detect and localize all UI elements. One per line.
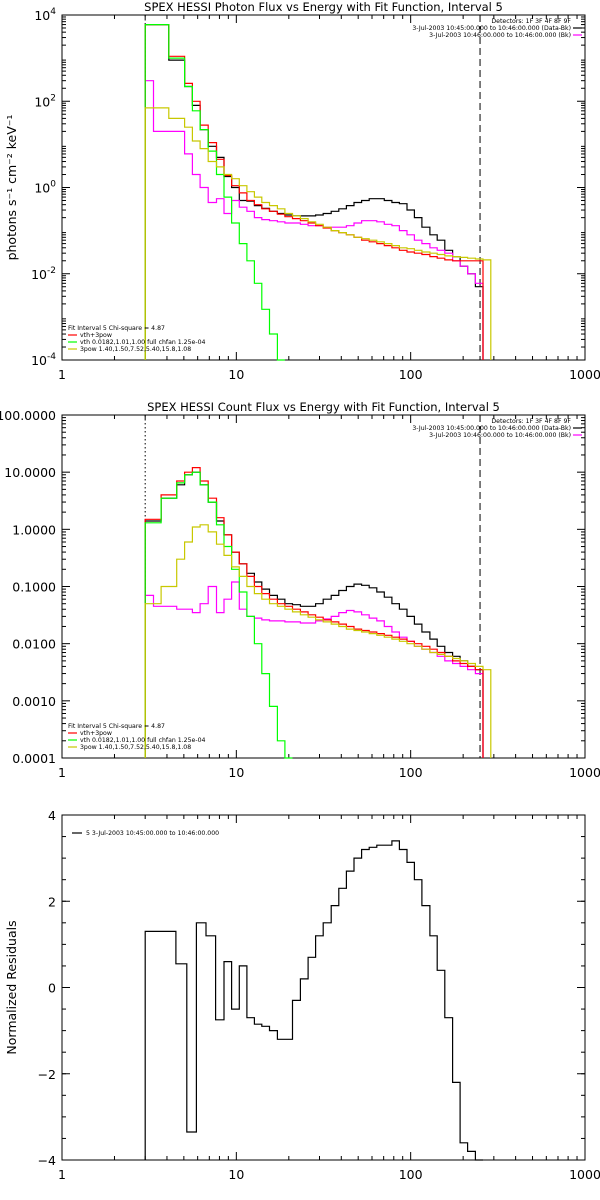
- chart-1-y-tick-label: 0.1000: [12, 580, 56, 595]
- chart-2-x-tick-label: 100: [399, 1167, 423, 1182]
- chart-0-y-tick-label: 10-4: [31, 352, 56, 368]
- chart-0-series-3pow-line: [144, 107, 492, 360]
- chart-0-series-bk-line: [144, 80, 484, 360]
- chart-1-x-tick-label: 1000: [569, 765, 600, 780]
- chart-1-y-tick-label: 0.0100: [12, 637, 56, 652]
- chart-2-y-tick-label: −4: [38, 1153, 56, 1168]
- chart-1-fit-legend-entry: vth 0.0182,1.01,1.00 full chfan 1.25e-04: [80, 737, 206, 744]
- chart-2-y-tick-label: 2: [48, 894, 56, 909]
- chart-0-legend-entry: 3-Jul-2003 10:45:00.000 to 10:46:00.000 …: [412, 25, 571, 32]
- chart-1-series-3pow-line: [144, 524, 492, 758]
- chart-1-legend-entry: Detectors: 1F 3F 4F 8F 9F: [491, 418, 571, 425]
- chart-1-fit-legend-entry: 3pow 1.40,1.50,7.52,5.40,15.8,1.08: [80, 744, 191, 751]
- chart-0-x-tick-label: 1000: [569, 367, 600, 382]
- chart-0-y-axis-label: photons s⁻¹ cm⁻² keV⁻¹: [4, 115, 19, 261]
- chart-2-legend-entry: 5 3-Jul-2003 10:45:00.000 to 10:46:00.00…: [86, 830, 219, 837]
- chart-0-x-tick-label: 1: [58, 367, 66, 382]
- chart-1-y-tick-label: 1.0000: [12, 522, 56, 537]
- chart-1-x-tick-label: 1: [58, 765, 66, 780]
- chart-1-title: SPEX HESSI Count Flux vs Energy with Fit…: [147, 400, 500, 414]
- chart-0-series-vth-line: [144, 24, 285, 361]
- chart-0-y-tick-label: 10-2: [31, 266, 56, 282]
- chart-2-x-tick-label: 1: [58, 1167, 66, 1182]
- chart-1-legend-entry: 3-Jul-2003 10:46:00.000 to 10:46:00.000 …: [429, 432, 571, 439]
- chart-1-legend-entry: 3-Jul-2003 10:45:00.000 to 10:46:00.000 …: [412, 425, 571, 432]
- chart-0-title: SPEX HESSI Photon Flux vs Energy with Fi…: [144, 0, 503, 14]
- chart-1-fit-legend-entry: vth+3pow: [80, 730, 112, 737]
- chart-2-y-tick-label: 4: [48, 808, 56, 823]
- chart-0-fit-legend-entry: vth 0.0182,1.01,1.00 full chfan 1.25e-04: [80, 339, 206, 346]
- chart-1-y-tick-label: 10.0000: [4, 465, 56, 480]
- chart-0-y-tick-label: 104: [34, 7, 56, 23]
- chart-0-fit-legend-entry: Fit Interval 5 Chi-square = 4.87: [68, 325, 165, 332]
- chart-1-series-vth-line: [144, 471, 293, 759]
- chart-1-series-bk-line: [144, 581, 484, 758]
- chart-2-series-5-line: [144, 840, 483, 1161]
- chart-1-frame: [61, 414, 586, 759]
- chart-0-fit-legend-entry: 3pow 1.40,1.50,7.52,5.40,15.8,1.08: [80, 346, 191, 353]
- chart-0-y-tick-label: 102: [34, 93, 56, 109]
- chart-1-y-tick-label: 0.0010: [12, 694, 56, 709]
- chart-0-x-tick-label: 10: [228, 367, 244, 382]
- chart-0-frame: [61, 14, 586, 361]
- chart-0-x-tick-label: 100: [399, 367, 423, 382]
- chart-0-legend-entry: 3-Jul-2003 10:46:00.000 to 10:46:00.000 …: [429, 32, 571, 39]
- chart-1-y-tick-label: 0.0001: [12, 751, 56, 766]
- chart-1-y-tick-label: 100.0000: [0, 408, 56, 423]
- chart-1-fit-legend-entry: Fit Interval 5 Chi-square = 4.87: [68, 723, 165, 730]
- chart-0-fit-legend-entry: vth+3pow: [80, 332, 112, 339]
- chart-2-frame: [61, 814, 586, 1161]
- chart-0-y-tick-label: 100: [34, 180, 56, 196]
- chart-2-y-axis-label: Normalized Residuals: [4, 920, 19, 1054]
- chart-1-x-tick-label: 10: [228, 765, 244, 780]
- chart-2-x-tick-label: 10: [228, 1167, 244, 1182]
- chart-2-y-tick-label: −2: [38, 1067, 56, 1082]
- chart-1-x-tick-label: 100: [399, 765, 423, 780]
- chart-0-series-vth-3pow-line: [144, 24, 484, 360]
- chart-2-x-tick-label: 1000: [569, 1167, 600, 1182]
- chart-0-series-data-bk-line: [144, 24, 484, 360]
- chart-2-y-tick-label: 0: [48, 981, 56, 996]
- chart-0-legend-entry: Detectors: 1F 3F 4F 8F 9F: [491, 18, 571, 25]
